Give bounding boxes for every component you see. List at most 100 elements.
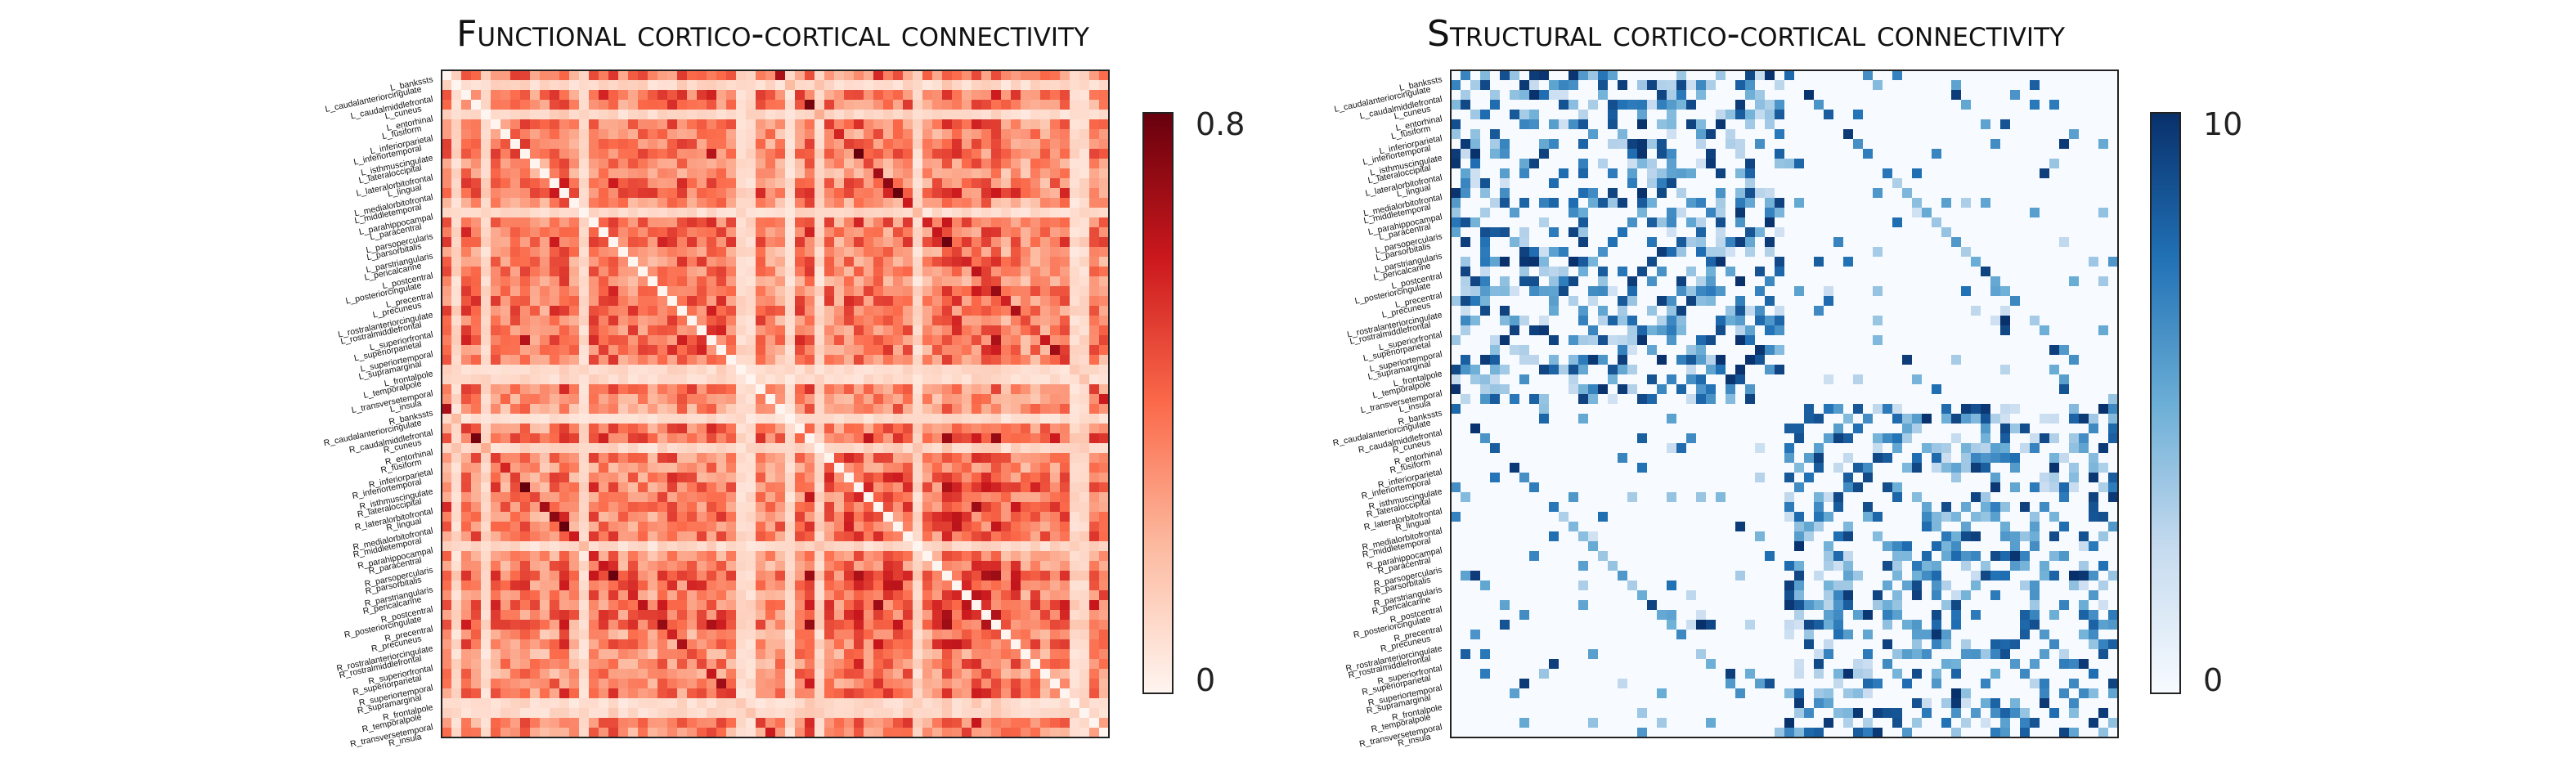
functional-cell xyxy=(873,659,884,670)
functional-cell xyxy=(883,355,894,365)
functional-cell xyxy=(1089,374,1100,385)
functional-cell xyxy=(687,404,698,415)
functional-cell xyxy=(854,257,864,267)
functional-cell xyxy=(903,688,913,699)
functional-cell xyxy=(471,679,482,689)
functional-cell xyxy=(618,561,629,572)
functional-cell xyxy=(922,267,933,277)
functional-cell xyxy=(834,492,845,503)
functional-cell xyxy=(726,630,737,640)
functional-cell xyxy=(618,649,629,660)
functional-cell xyxy=(922,561,933,572)
functional-cell xyxy=(864,679,874,689)
functional-cell xyxy=(442,708,452,719)
functional-cell xyxy=(824,610,835,621)
functional-cell xyxy=(736,630,747,640)
functional-cell xyxy=(1050,512,1061,522)
functional-cell xyxy=(913,482,923,493)
functional-cell xyxy=(942,414,953,424)
functional-cell xyxy=(657,482,668,493)
functional-cell xyxy=(795,394,806,405)
functional-cell xyxy=(451,217,462,228)
functional-cell xyxy=(579,610,590,621)
functional-cell xyxy=(638,698,648,709)
structural-cell xyxy=(1696,90,1707,101)
functional-cell xyxy=(1050,257,1061,267)
functional-cell xyxy=(873,531,884,542)
functional-cell xyxy=(716,512,727,522)
functional-cell xyxy=(736,443,747,454)
functional-cell xyxy=(569,394,580,405)
functional-cell xyxy=(500,424,511,434)
functional-cell xyxy=(805,571,815,581)
functional-cell xyxy=(697,276,707,287)
functional-cell xyxy=(608,119,619,130)
functional-cell xyxy=(599,345,609,356)
functional-cell xyxy=(648,541,658,552)
functional-cell xyxy=(540,698,550,709)
functional-cell xyxy=(972,610,982,621)
functional-cell xyxy=(667,70,678,81)
functional-cell xyxy=(1040,208,1051,218)
functional-cell xyxy=(981,728,992,738)
functional-cell xyxy=(638,159,648,169)
functional-cell xyxy=(1030,335,1041,346)
functional-cell xyxy=(1060,728,1070,738)
functional-cell xyxy=(864,600,874,611)
functional-cell xyxy=(579,119,590,130)
functional-cell xyxy=(461,659,472,670)
functional-cell xyxy=(1060,345,1070,356)
functional-cell xyxy=(962,561,972,572)
functional-cell xyxy=(471,718,482,728)
functional-cell xyxy=(765,384,776,395)
functional-cell xyxy=(1050,698,1061,709)
functional-cell xyxy=(736,159,747,169)
functional-cell xyxy=(667,728,678,738)
functional-cell xyxy=(677,286,688,297)
functional-cell xyxy=(500,473,511,483)
functional-cell xyxy=(618,482,629,493)
functional-cell xyxy=(824,80,835,91)
functional-cell xyxy=(677,227,688,238)
functional-cell xyxy=(932,178,943,189)
functional-cell xyxy=(991,129,1002,140)
functional-cell xyxy=(834,168,845,179)
functional-cell xyxy=(746,267,756,277)
functional-cell xyxy=(873,512,884,522)
functional-cell xyxy=(893,325,904,336)
functional-cell xyxy=(1040,492,1051,503)
functional-cell xyxy=(697,698,707,709)
functional-cell xyxy=(824,600,835,611)
functional-cell xyxy=(1021,688,1031,699)
functional-cell xyxy=(500,414,511,424)
functional-cell xyxy=(559,217,570,228)
functional-cell xyxy=(491,630,501,640)
functional-cell xyxy=(726,80,737,91)
functional-cell xyxy=(510,227,521,238)
functional-cell xyxy=(657,129,668,140)
functional-cell xyxy=(608,708,619,719)
functional-cell xyxy=(756,590,766,601)
functional-cell xyxy=(1060,70,1070,81)
functional-cell xyxy=(648,610,658,621)
functional-cell xyxy=(785,70,796,81)
functional-cell xyxy=(785,531,796,542)
functional-cell xyxy=(510,119,521,130)
functional-cell xyxy=(972,463,982,473)
functional-cell xyxy=(1060,119,1070,130)
functional-cell xyxy=(1079,718,1090,728)
functional-cell xyxy=(540,424,550,434)
functional-cell xyxy=(815,679,825,689)
functional-cell xyxy=(579,541,590,552)
functional-cell xyxy=(962,433,972,444)
functional-cell xyxy=(707,335,717,346)
functional-cell xyxy=(442,512,452,522)
functional-cell xyxy=(864,129,874,140)
functional-cell xyxy=(1001,168,1012,179)
functional-cell xyxy=(913,610,923,621)
functional-cell xyxy=(952,482,963,493)
functional-cell xyxy=(628,571,639,581)
functional-cell xyxy=(775,208,786,218)
functional-cell xyxy=(1079,433,1090,444)
functional-cell xyxy=(991,600,1002,611)
